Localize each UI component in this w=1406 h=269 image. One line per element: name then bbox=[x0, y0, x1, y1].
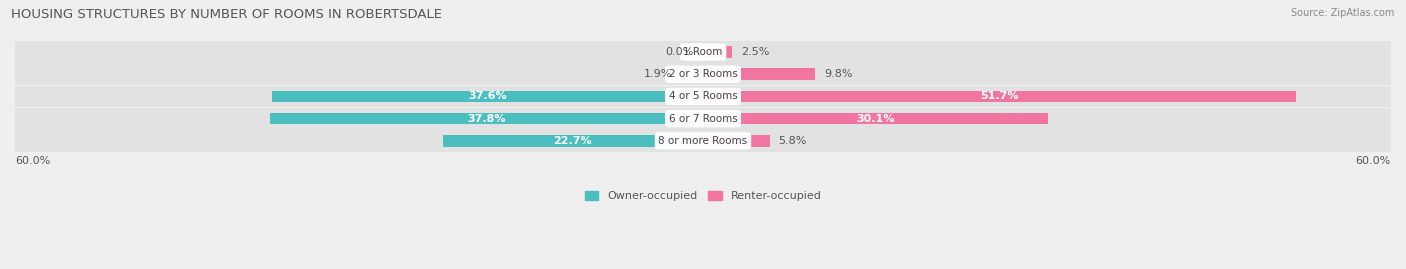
Text: 9.8%: 9.8% bbox=[824, 69, 853, 79]
Text: 8 or more Rooms: 8 or more Rooms bbox=[658, 136, 748, 146]
Bar bbox=[15, 41, 1391, 63]
Bar bbox=[15, 108, 1391, 130]
Text: 60.0%: 60.0% bbox=[1355, 156, 1391, 166]
Bar bbox=[270, 113, 703, 125]
Text: 2 or 3 Rooms: 2 or 3 Rooms bbox=[669, 69, 737, 79]
Bar bbox=[703, 91, 1296, 102]
Text: 5.8%: 5.8% bbox=[779, 136, 807, 146]
Bar bbox=[682, 69, 703, 80]
Text: 30.1%: 30.1% bbox=[856, 114, 894, 124]
Text: 2.5%: 2.5% bbox=[741, 47, 769, 57]
Bar bbox=[15, 63, 1391, 85]
Text: 22.7%: 22.7% bbox=[554, 136, 592, 146]
Text: 51.7%: 51.7% bbox=[980, 91, 1019, 101]
Text: 60.0%: 60.0% bbox=[15, 156, 51, 166]
Text: HOUSING STRUCTURES BY NUMBER OF ROOMS IN ROBERTSDALE: HOUSING STRUCTURES BY NUMBER OF ROOMS IN… bbox=[11, 8, 443, 21]
Bar bbox=[15, 86, 1391, 107]
Text: 1.9%: 1.9% bbox=[644, 69, 672, 79]
Text: 37.8%: 37.8% bbox=[467, 114, 506, 124]
Bar bbox=[703, 135, 769, 147]
Bar bbox=[703, 69, 815, 80]
Bar bbox=[703, 46, 731, 58]
Bar bbox=[271, 91, 703, 102]
Bar bbox=[703, 113, 1047, 125]
Text: 6 or 7 Rooms: 6 or 7 Rooms bbox=[669, 114, 737, 124]
Legend: Owner-occupied, Renter-occupied: Owner-occupied, Renter-occupied bbox=[585, 191, 821, 201]
Text: Source: ZipAtlas.com: Source: ZipAtlas.com bbox=[1291, 8, 1395, 18]
Text: 4 or 5 Rooms: 4 or 5 Rooms bbox=[669, 91, 737, 101]
Text: 0.0%: 0.0% bbox=[665, 47, 693, 57]
Text: 37.6%: 37.6% bbox=[468, 91, 506, 101]
Bar bbox=[443, 135, 703, 147]
Text: 1 Room: 1 Room bbox=[683, 47, 723, 57]
Bar bbox=[15, 130, 1391, 152]
